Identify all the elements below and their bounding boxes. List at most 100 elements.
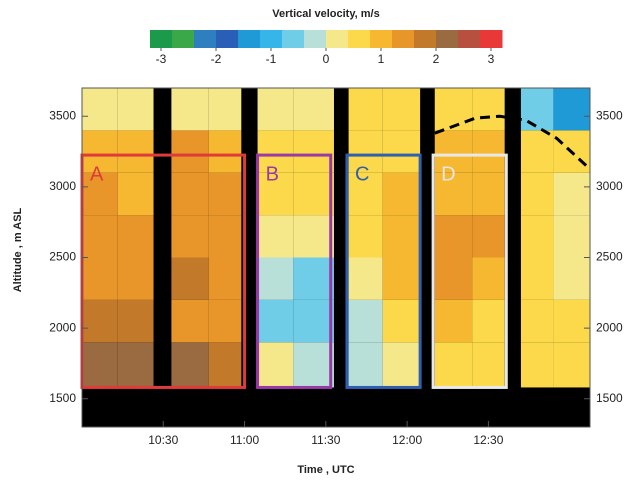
- heat-cell: [382, 172, 421, 216]
- chart-title: Vertical velocity, m/s: [272, 8, 379, 20]
- heat-cell: [434, 257, 473, 300]
- heat-cell: [82, 342, 118, 388]
- heat-cell: [434, 172, 473, 216]
- region-label: C: [355, 163, 369, 185]
- x-tick-label: 12:30: [473, 433, 503, 447]
- heat-cell: [553, 215, 590, 258]
- heat-cell: [117, 172, 154, 216]
- heat-cell: [472, 257, 505, 300]
- heat-cell: [520, 299, 554, 343]
- heat-cell: [117, 257, 154, 300]
- heat-cell: [434, 299, 473, 343]
- colorbar-swatch: [392, 30, 415, 48]
- region-box: [431, 153, 508, 389]
- heat-cell: [348, 342, 383, 388]
- heat-cell: [82, 130, 118, 173]
- heat-cell: [208, 215, 242, 258]
- colorbar-swatch: [238, 30, 261, 48]
- heat-cell: [382, 299, 421, 343]
- heat-cell: [257, 215, 294, 258]
- heat-cell: [434, 215, 473, 258]
- heat-cell: [348, 299, 383, 343]
- heat-cell: [171, 130, 209, 173]
- heat-cell: [553, 257, 590, 300]
- heat-cell: [208, 257, 242, 300]
- heat-cell: [553, 299, 590, 343]
- heat-cell: [293, 299, 334, 343]
- heat-cell: [117, 88, 154, 131]
- colorbar-swatch: [370, 30, 393, 48]
- colorbar-tick-label: -2: [211, 52, 222, 66]
- heat-cell: [348, 88, 383, 131]
- heat-cell: [553, 342, 590, 388]
- heat-cell: [472, 88, 505, 131]
- colorbar-swatch: [260, 30, 283, 48]
- heat-cell: [472, 342, 505, 388]
- colorbar-swatch: [282, 30, 305, 48]
- colorbar-swatch: [436, 30, 459, 48]
- heat-cell: [434, 88, 473, 131]
- colorbar-tick-label: 2: [433, 52, 440, 66]
- colorbar-swatch: [304, 30, 327, 48]
- y-tick-label-right: 1500: [596, 391, 623, 405]
- heat-cell: [520, 257, 554, 300]
- heat-cell: [82, 172, 118, 216]
- heat-cell: [472, 215, 505, 258]
- region-box: [256, 153, 333, 389]
- heat-cell: [553, 88, 590, 131]
- colorbar-swatch: [216, 30, 239, 48]
- y-tick-label-right: 3500: [596, 108, 623, 122]
- y-tick-label: 2500: [49, 250, 76, 264]
- colorbar-swatch: [348, 30, 371, 48]
- colorbar-tick-label: 1: [378, 52, 385, 66]
- heat-cell: [382, 130, 421, 173]
- heat-cell: [117, 342, 154, 388]
- y-tick-label-right: 2500: [596, 250, 623, 264]
- heat-cell: [434, 130, 473, 173]
- heat-cell: [472, 172, 505, 216]
- plot-background: [82, 88, 590, 427]
- heat-cell: [257, 257, 294, 300]
- heat-cell: [171, 299, 209, 343]
- colorbar-swatch: [480, 30, 503, 48]
- heat-cell: [171, 88, 209, 131]
- heat-cell: [208, 342, 242, 388]
- heat-cell: [293, 257, 334, 300]
- heat-cell: [208, 299, 242, 343]
- heat-cell: [117, 130, 154, 173]
- heat-cell: [257, 299, 294, 343]
- y-tick-label: 1500: [49, 391, 76, 405]
- heat-cell: [293, 342, 334, 388]
- heat-cell: [293, 215, 334, 258]
- region-label: A: [90, 163, 104, 185]
- heat-cell: [117, 215, 154, 258]
- heat-cell: [82, 257, 118, 300]
- heat-cell: [208, 172, 242, 216]
- heat-cell: [348, 172, 383, 216]
- heat-cell: [82, 88, 118, 131]
- colorbar-swatch: [414, 30, 437, 48]
- colorbar-swatch: [194, 30, 217, 48]
- heat-cell: [520, 172, 554, 216]
- heat-cell: [257, 88, 294, 131]
- y-tick-label: 3000: [49, 179, 76, 193]
- heat-cell: [382, 88, 421, 131]
- colorbar-tick-label: -3: [156, 52, 167, 66]
- colorbar-tick-label: -1: [266, 52, 277, 66]
- heat-cell: [208, 130, 242, 173]
- colorbar-swatch: [326, 30, 349, 48]
- heat-cell: [520, 88, 554, 131]
- heat-cell: [520, 215, 554, 258]
- y-axis-label: Altitude , m ASL: [12, 207, 24, 292]
- heat-cell: [82, 215, 118, 258]
- x-tick-label: 11:00: [230, 433, 259, 447]
- x-tick-label: 12:00: [392, 433, 422, 447]
- region-label: B: [266, 163, 279, 185]
- colorbar-swatch: [150, 30, 173, 48]
- heat-cell: [208, 88, 242, 131]
- heat-cell: [348, 215, 383, 258]
- heat-cell: [257, 342, 294, 388]
- colorbar-tick-label: 0: [323, 52, 330, 66]
- heat-cell: [382, 257, 421, 300]
